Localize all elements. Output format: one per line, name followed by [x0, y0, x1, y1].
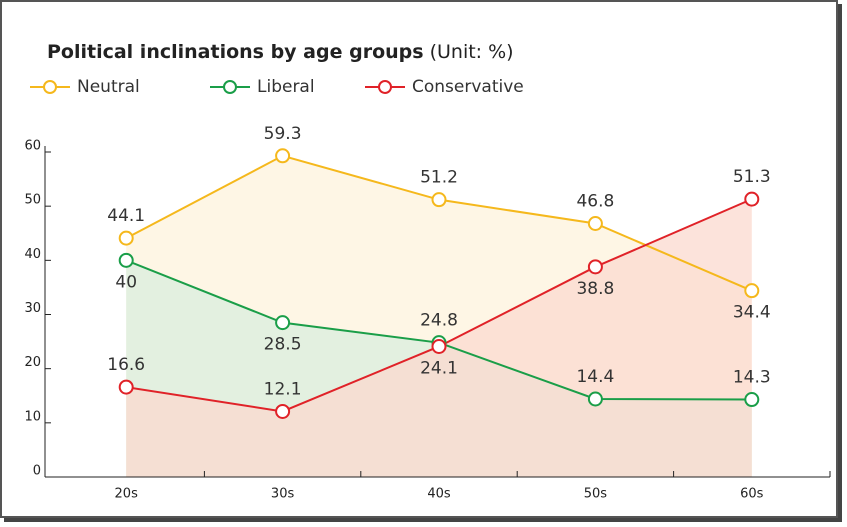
y-tick-label: 10	[24, 409, 41, 424]
data-label: 14.3	[733, 368, 771, 388]
chart-subtitle: (Unit: %)	[430, 41, 514, 63]
y-tick-label: 30	[24, 301, 41, 316]
data-label: 24.8	[420, 311, 458, 331]
x-tick-label: 60s	[740, 487, 764, 502]
legend-marker	[43, 80, 57, 94]
data-label: 24.1	[420, 358, 458, 378]
legend-marker	[223, 80, 237, 94]
data-label: 44.1	[107, 206, 145, 226]
data-label: 51.2	[420, 168, 458, 188]
data-label: 59.3	[264, 124, 302, 144]
x-tick-label: 30s	[271, 487, 295, 502]
data-label: 46.8	[576, 192, 614, 212]
point	[431, 192, 447, 208]
data-label: 16.6	[107, 355, 145, 375]
legend-label: Liberal	[257, 77, 315, 97]
point	[744, 283, 760, 299]
point	[118, 379, 134, 395]
point	[118, 252, 134, 268]
data-label: 40	[115, 272, 137, 292]
legend-marker	[378, 80, 392, 94]
data-label: 38.8	[576, 279, 614, 299]
point	[587, 216, 603, 231]
y-tick-label: 40	[24, 247, 41, 262]
point	[275, 148, 291, 164]
point	[587, 259, 603, 275]
data-label: 12.1	[264, 379, 302, 399]
legend-label: Conservative	[412, 77, 524, 97]
y-tick-label: 50	[24, 193, 41, 208]
chart-title-group: Political inclinations by age groups (Uni…	[47, 41, 514, 63]
point	[587, 391, 603, 407]
x-tick-label: 40s	[427, 487, 451, 502]
y-tick-label: 20	[24, 355, 41, 370]
point	[275, 403, 291, 419]
data-label: 28.5	[264, 335, 302, 355]
x-tick-label: 20s	[115, 487, 139, 502]
data-label: 34.4	[733, 303, 771, 323]
point	[744, 191, 760, 207]
data-label: 51.3	[733, 167, 771, 187]
point	[744, 392, 760, 408]
x-tick-label: 50s	[584, 487, 608, 502]
point	[275, 315, 291, 331]
legend-label: Neutral	[77, 77, 140, 97]
data-label: 14.4	[576, 367, 614, 387]
y-tick-label: 60	[24, 139, 41, 154]
y-tick-label: 0	[33, 464, 41, 479]
point	[118, 230, 134, 246]
point	[431, 338, 447, 354]
chart-title: Political inclinations by age groups	[47, 41, 424, 63]
